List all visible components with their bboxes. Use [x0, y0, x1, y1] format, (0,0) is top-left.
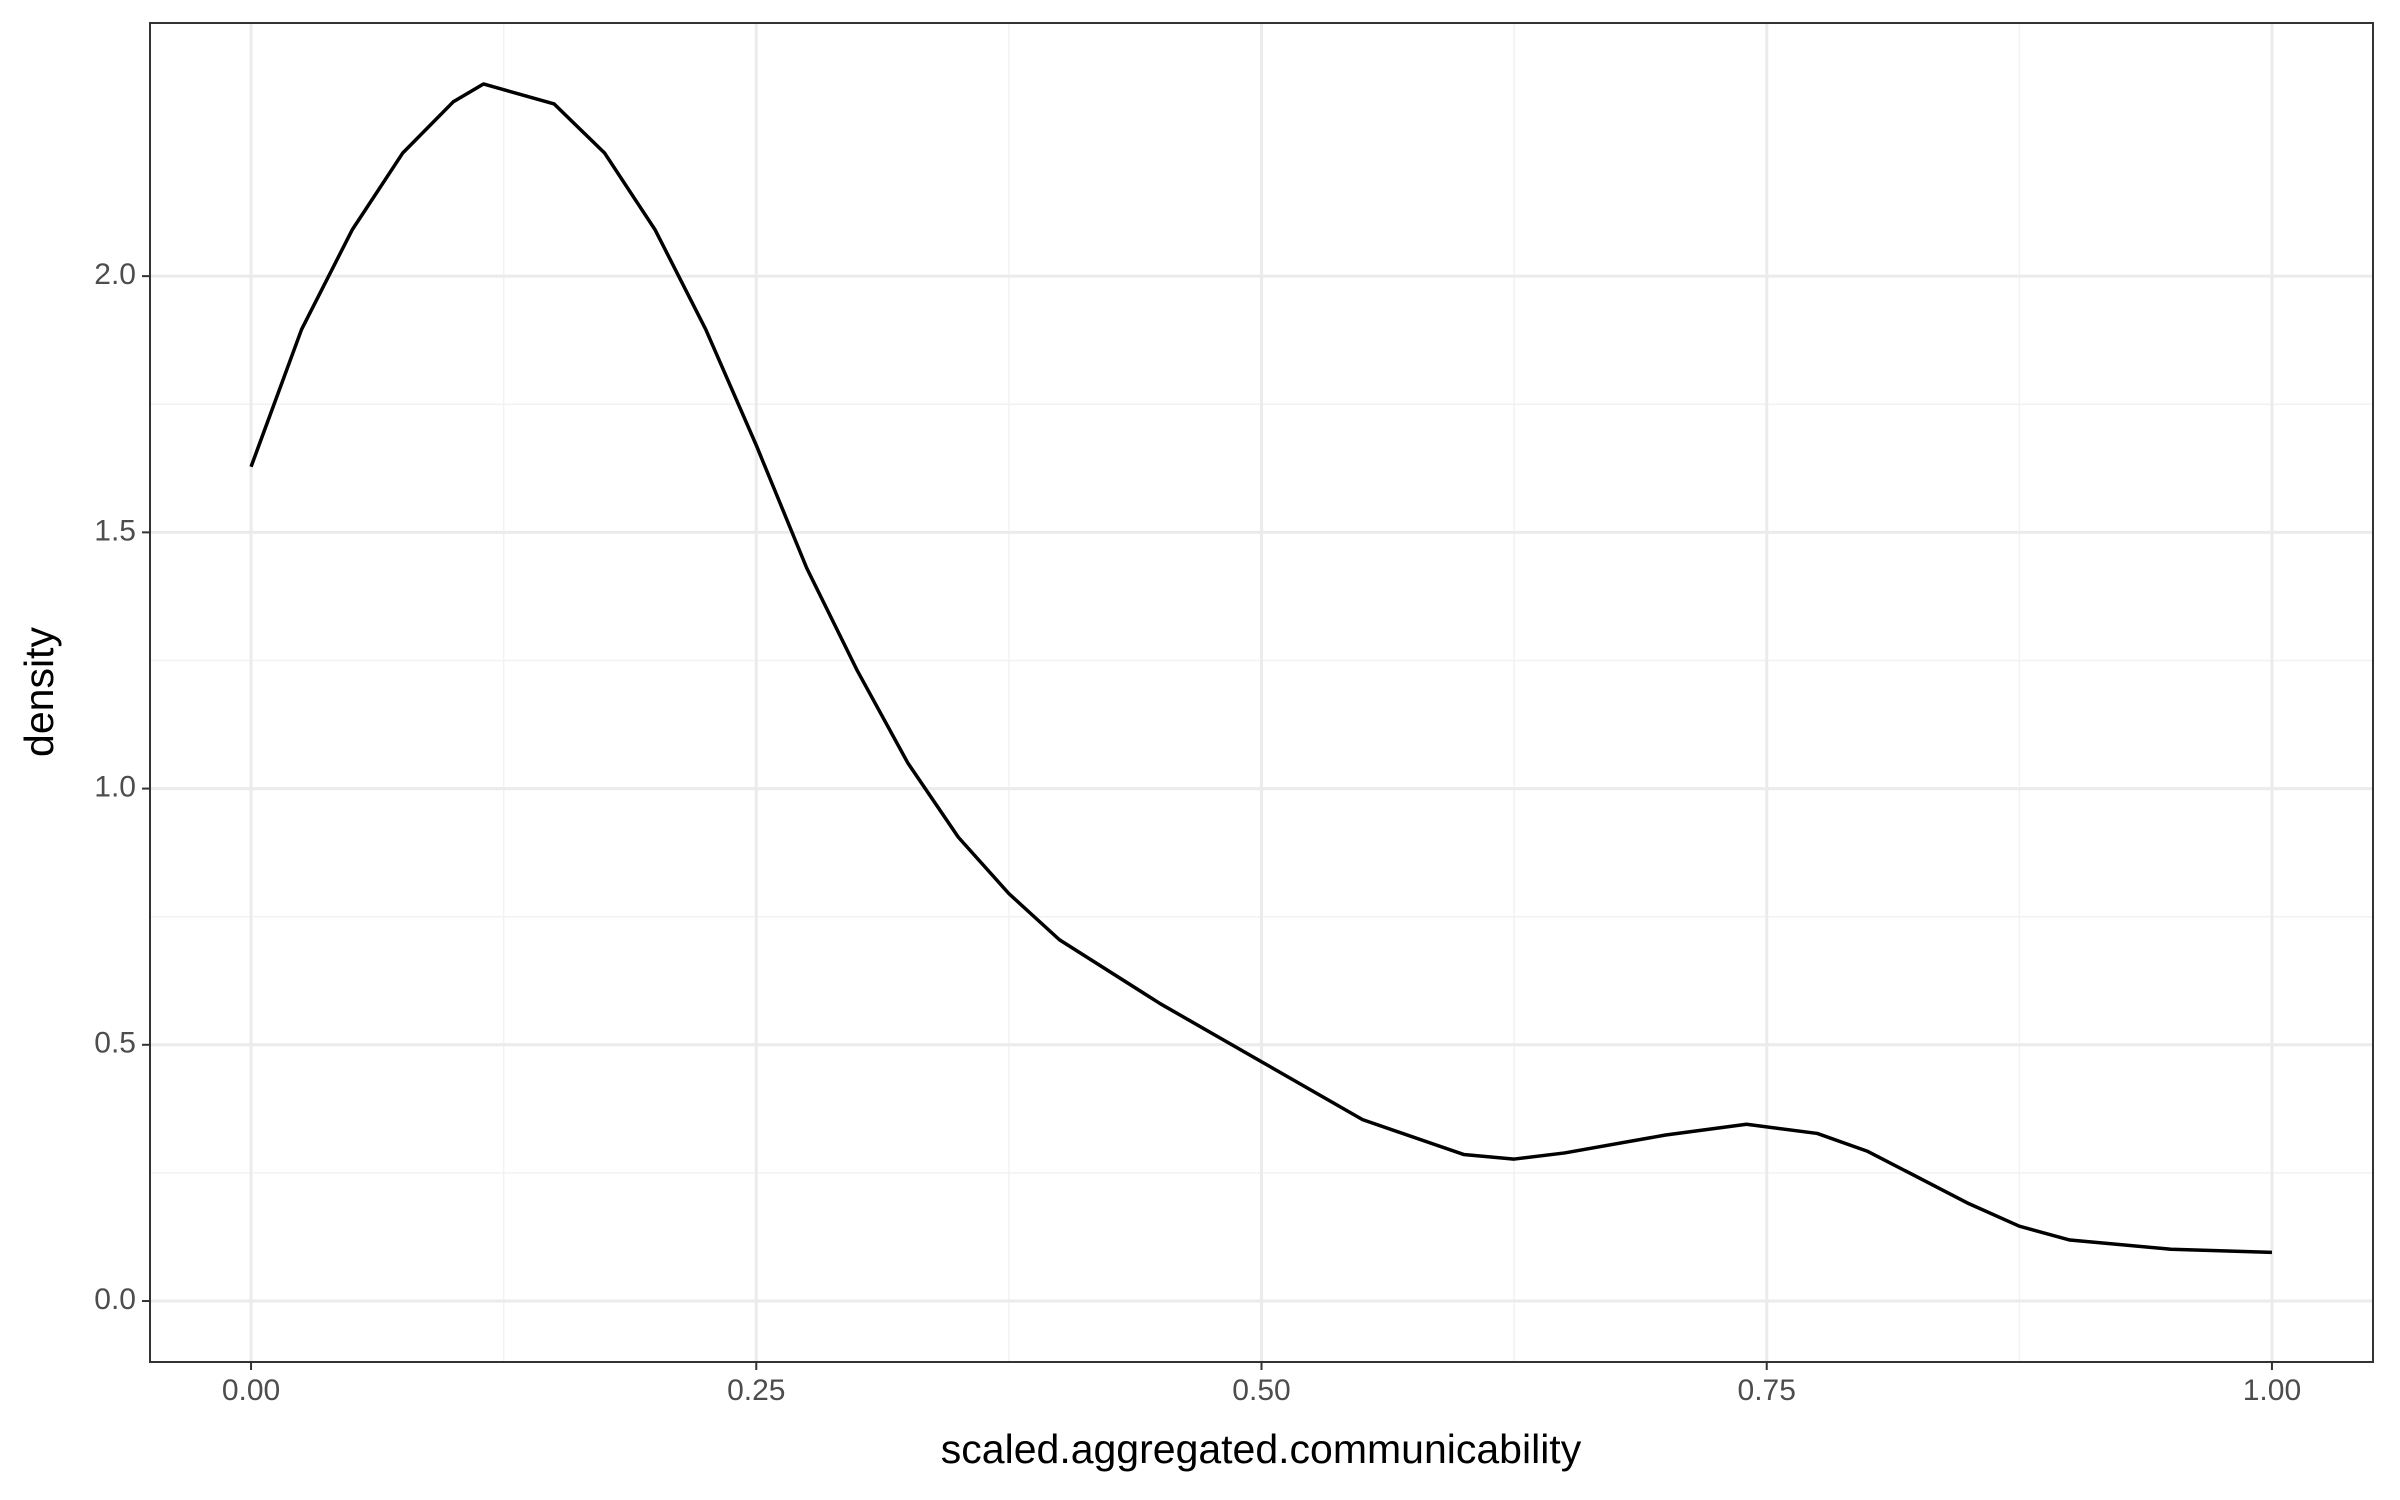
- panel-border: [149, 22, 2374, 1363]
- y-tick-label: 2.0: [94, 258, 136, 291]
- density-line: [249, 82, 2273, 1255]
- x-tick-label: 1.00: [2243, 1374, 2301, 1407]
- x-axis-title: scaled.aggregated.communicability: [941, 1426, 1582, 1472]
- x-tick-label: 0.75: [1738, 1374, 1796, 1407]
- y-tick-label: 1.0: [94, 771, 136, 804]
- y-tick-label: 1.5: [94, 514, 136, 547]
- x-tick-label: 0.50: [1232, 1374, 1290, 1407]
- y-tick-label: 0.5: [94, 1027, 136, 1060]
- x-tick-label: 0.25: [727, 1374, 785, 1407]
- y-tick-label: 0.0: [94, 1283, 136, 1316]
- x-tick-label: 0.00: [222, 1374, 280, 1407]
- y-axis-title: density: [16, 627, 62, 757]
